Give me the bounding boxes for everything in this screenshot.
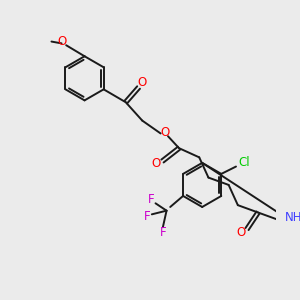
Text: O: O (58, 35, 67, 48)
Text: O: O (236, 226, 245, 239)
Text: F: F (148, 193, 154, 206)
Text: O: O (152, 157, 161, 170)
Text: F: F (144, 210, 151, 223)
Text: O: O (160, 126, 170, 139)
Text: O: O (138, 76, 147, 89)
Text: NH: NH (285, 211, 300, 224)
Text: F: F (160, 226, 166, 239)
Text: Cl: Cl (238, 156, 250, 170)
